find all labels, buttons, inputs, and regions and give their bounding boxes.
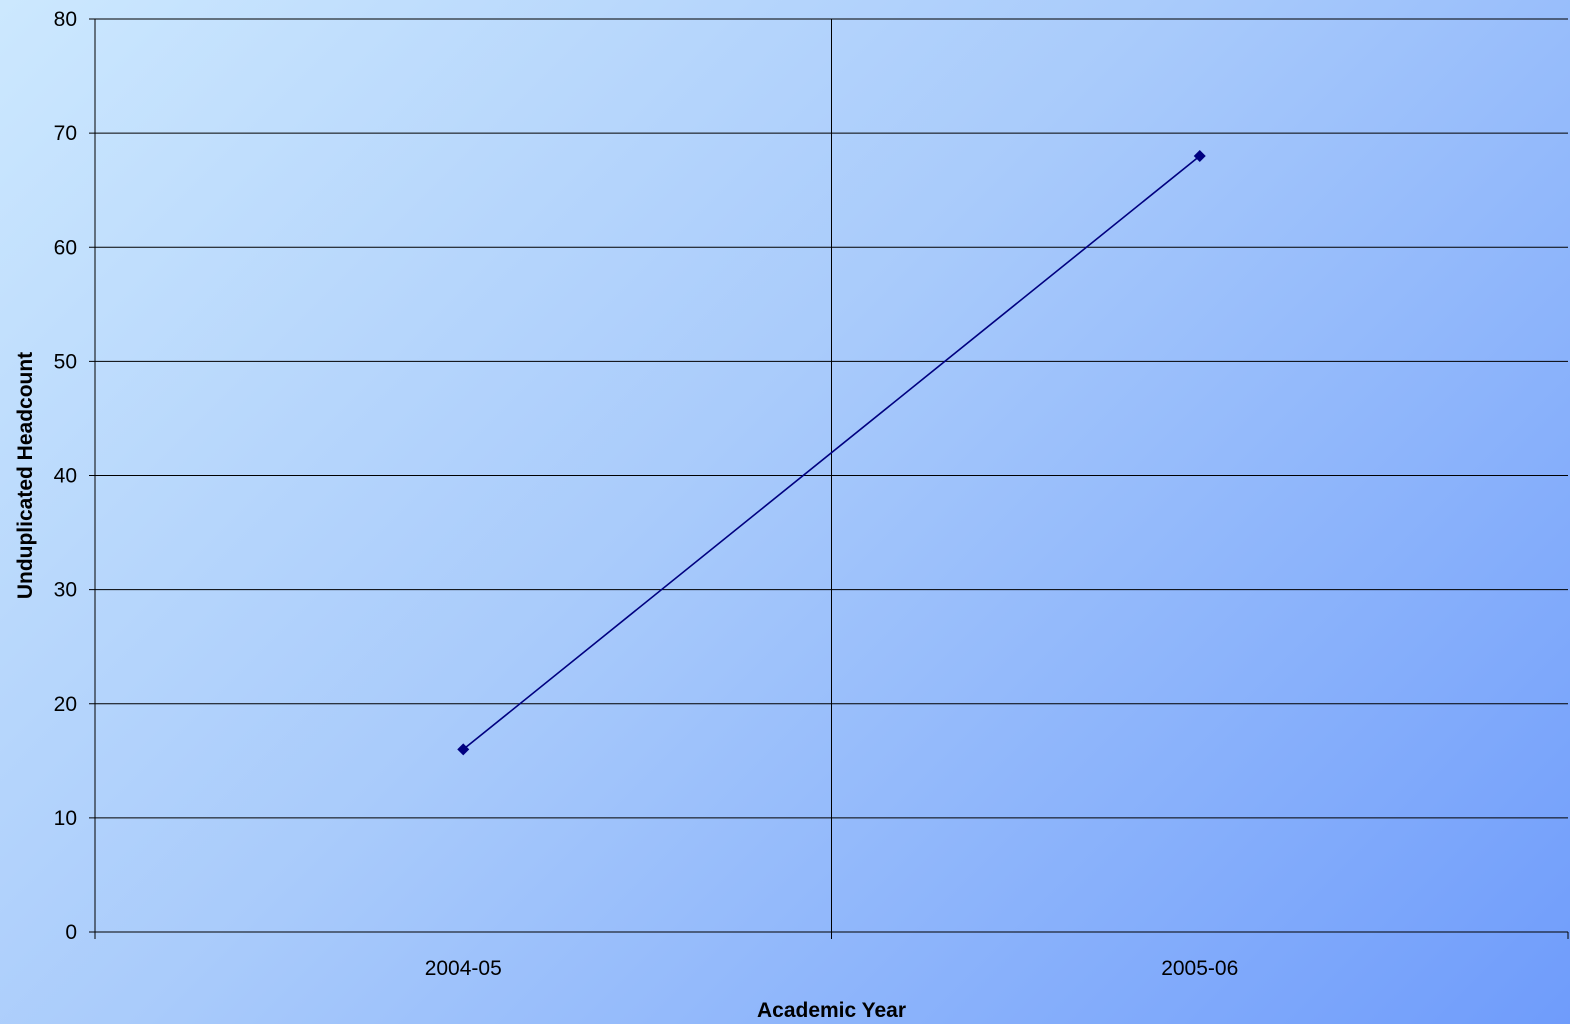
y-tick-label: 20 [54,693,77,716]
y-tick-label: 80 [54,8,77,31]
y-tick-label: 40 [54,465,77,488]
x-tick-label: 2005-06 [1161,957,1238,980]
x-axis-title: Academic Year [757,999,906,1022]
y-tick-label: 60 [54,236,77,259]
y-tick-label: 50 [54,350,77,373]
axes [89,18,1569,939]
data-point-marker [457,743,470,756]
y-tick-label: 0 [65,921,77,944]
tick-labels: 0 10 20 30 40 50 60 70 80 2004-05 2005-06 [54,8,1239,980]
data-point-marker [1193,149,1206,162]
y-axis-title: Unduplicated Headcount [14,352,37,599]
y-tick-label: 70 [54,122,77,145]
grid-lines [95,18,1568,932]
data-series [457,149,1206,756]
x-tick-label: 2004-05 [425,957,502,980]
y-tick-label: 10 [54,807,77,830]
y-tick-label: 30 [54,579,77,602]
series-line [462,155,1201,751]
